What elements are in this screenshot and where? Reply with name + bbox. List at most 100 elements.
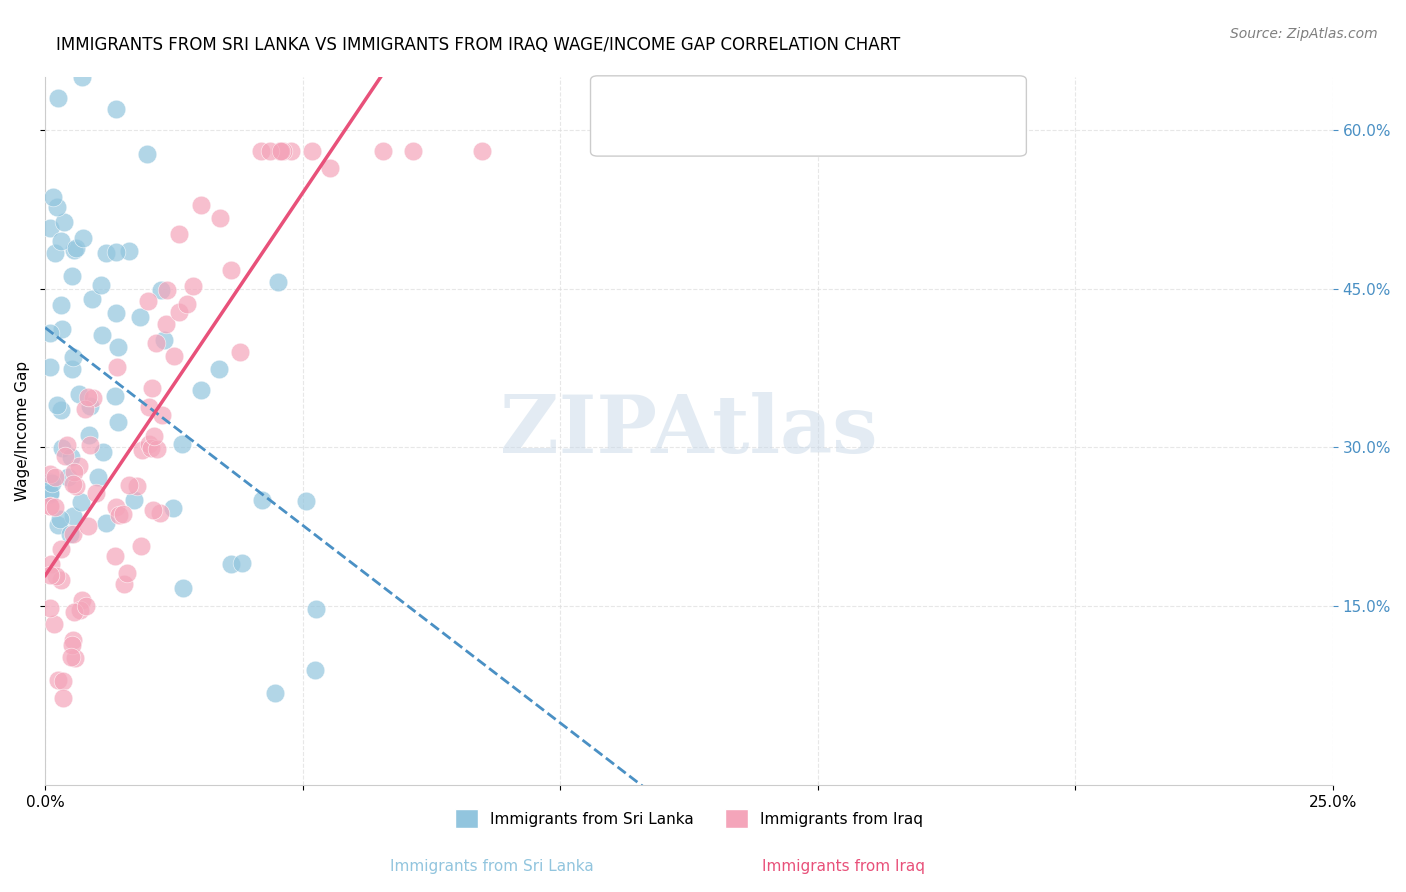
Point [65,240,87,254]
Point [103,549,125,563]
Point [301,145,323,159]
Point [118,478,141,492]
Text: Immigrants from Sri Lanka: Immigrants from Sri Lanka [391,859,593,874]
Point [51,573,73,587]
Point [62,476,84,491]
Point [39,486,62,500]
Point [104,389,127,403]
Point [304,663,326,677]
Point [219,263,242,277]
Point [87,470,110,484]
Point [155,283,177,297]
Point [153,334,176,348]
Point [105,359,128,374]
Point [84,486,107,500]
Point [219,557,242,571]
Point [44,500,66,515]
Point [39,467,62,481]
Point [143,429,166,443]
Point [112,577,135,591]
Text: -0.070: -0.070 [693,101,758,119]
Point [127,478,149,492]
Point [250,492,273,507]
Y-axis label: Wage/Income Gap: Wage/Income Gap [15,361,30,501]
Point [82,391,104,405]
Point [107,340,129,354]
Point [77,390,100,404]
Text: 81: 81 [785,128,810,145]
Point [107,415,129,429]
Point [318,161,340,175]
Point [69,603,91,617]
Point [63,243,86,257]
Point [39,326,62,340]
Point [39,499,62,513]
Point [305,602,328,616]
Point [142,503,165,517]
Point [170,437,193,451]
Point [49,403,72,417]
Point [49,541,72,556]
Point [75,599,97,613]
Point [53,449,76,463]
Point [190,198,212,212]
Point [44,470,66,484]
Point [45,200,67,214]
Point [60,269,83,284]
Point [271,145,294,159]
Text: R =: R = [661,128,700,145]
Point [59,527,82,541]
Point [60,361,83,376]
Point [45,569,67,583]
Point [63,605,86,619]
Point [229,344,252,359]
Point [209,211,232,226]
Point [90,278,112,293]
Text: 67: 67 [785,101,810,119]
Text: Immigrants from Iraq: Immigrants from Iraq [762,859,925,874]
Point [145,335,167,350]
Point [39,220,62,235]
Point [105,306,128,320]
Point [270,145,292,159]
Point [77,428,100,442]
Point [136,293,159,308]
Point [181,278,204,293]
Point [39,499,62,513]
Point [59,450,82,465]
Point [280,145,302,159]
Point [138,437,160,451]
Point [46,673,69,687]
Point [91,328,114,343]
Point [169,227,191,241]
Point [176,297,198,311]
Point [39,557,62,571]
Point [44,617,66,632]
Point [65,479,87,493]
Point [63,651,86,665]
Legend: Immigrants from Sri Lanka, Immigrants from Iraq: Immigrants from Sri Lanka, Immigrants fr… [449,803,929,834]
Point [48,518,70,533]
Point [52,673,75,688]
Point [138,400,160,414]
Point [39,475,62,489]
Point [67,387,90,401]
Text: N =: N = [752,128,792,145]
Point [62,633,84,648]
Point [69,495,91,509]
Point [77,519,100,533]
Point [373,145,395,159]
Point [115,566,138,580]
Point [146,442,169,456]
Point [294,493,316,508]
Point [208,361,231,376]
Point [150,408,173,422]
Point [70,592,93,607]
Point [75,401,97,416]
Point [58,470,80,484]
Point [46,398,69,412]
Text: R =: R = [661,101,700,119]
Point [172,581,194,595]
Point [62,509,84,524]
Point [39,487,62,501]
